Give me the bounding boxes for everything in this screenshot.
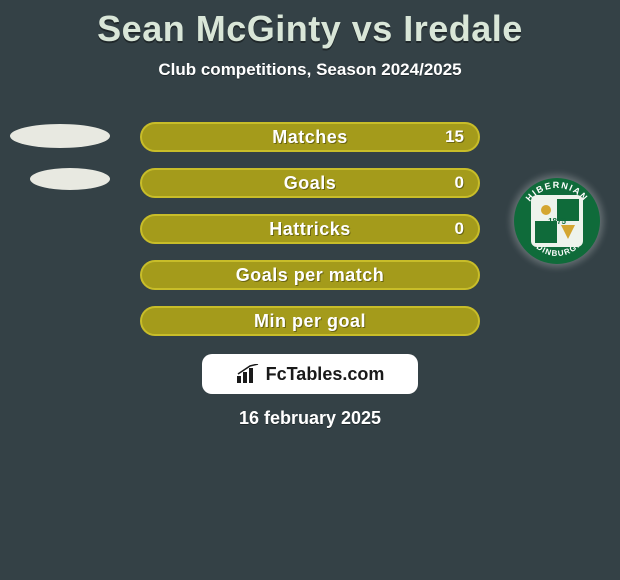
shield-icon: 1875 [531, 195, 583, 247]
stat-value-right: 15 [445, 127, 464, 147]
fctables-logo: FcTables.com [202, 354, 418, 394]
stat-value-right: 0 [455, 219, 464, 239]
stats-list: Matches 15 Goals 0 Hattricks 0 Goals per… [140, 122, 480, 352]
logo-text: FcTables.com [266, 364, 385, 385]
avatar-ellipse [30, 168, 110, 190]
player-right-club-crest: HIBERNIAN EDINBURGH 1875 [514, 178, 600, 264]
stat-label: Matches [272, 127, 348, 148]
bar-chart-icon [236, 364, 260, 384]
stat-label: Goals [284, 173, 337, 194]
page-subtitle: Club competitions, Season 2024/2025 [0, 60, 620, 80]
page-title: Sean McGinty vs Iredale [0, 0, 620, 50]
stat-row-goals: Goals 0 [140, 168, 480, 198]
avatar-ellipse [10, 124, 110, 148]
svg-text:1875: 1875 [548, 217, 566, 226]
stat-label: Goals per match [236, 265, 385, 286]
crest-inner-shield: 1875 [531, 195, 583, 247]
stat-value-right: 0 [455, 173, 464, 193]
stat-label: Min per goal [254, 311, 366, 332]
stat-row-min-per-goal: Min per goal [140, 306, 480, 336]
stat-row-matches: Matches 15 [140, 122, 480, 152]
comparison-card: Sean McGinty vs Iredale Club competition… [0, 0, 620, 580]
stat-row-goals-per-match: Goals per match [140, 260, 480, 290]
footer-date: 16 february 2025 [0, 408, 620, 429]
player-left-avatar [10, 124, 110, 214]
crest-outer-ring: HIBERNIAN EDINBURGH 1875 [514, 178, 600, 264]
stat-row-hattricks: Hattricks 0 [140, 214, 480, 244]
stat-label: Hattricks [269, 219, 351, 240]
